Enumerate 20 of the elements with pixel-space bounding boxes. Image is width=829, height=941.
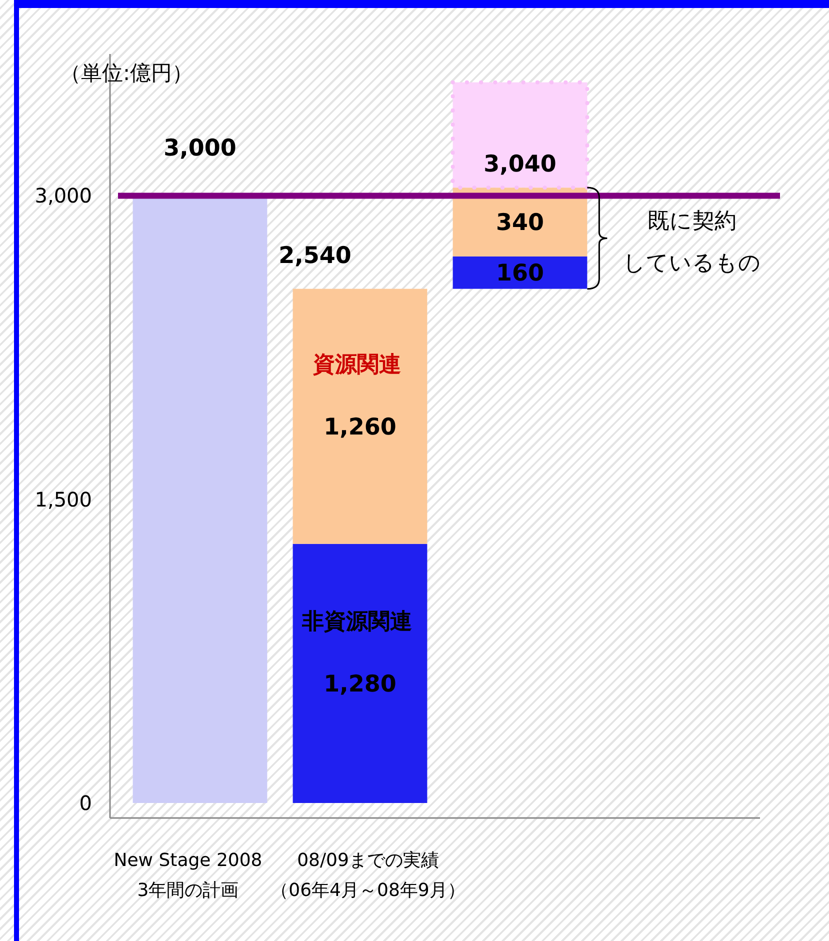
- annotation: 3,040: [484, 152, 556, 178]
- bar: [292, 288, 428, 544]
- data-label: 160: [496, 260, 544, 287]
- x-tick-label: 08/09までの実績（06年4月～08年9月）: [270, 850, 466, 901]
- bar: [292, 544, 428, 803]
- data-label: 3,000: [164, 136, 236, 162]
- bar: [452, 256, 588, 289]
- series-label: 非資源関連: [301, 609, 412, 634]
- y-tick-label: 1,500: [34, 487, 92, 512]
- annotation: （単位:億円）: [60, 61, 194, 85]
- total-label: 2,540: [278, 242, 352, 269]
- annotation: しているもの: [623, 251, 762, 276]
- series-label: 資源関連: [312, 352, 401, 378]
- y-tick-label: 0: [79, 791, 92, 815]
- x-tick-label: New Stage 2008 3年間の計画: [114, 850, 262, 901]
- data-label: 1,280: [324, 671, 396, 698]
- y-tick-label: 3,000: [34, 184, 92, 208]
- data-label: 1,260: [324, 414, 396, 440]
- annotation: 既に契約: [648, 209, 737, 234]
- data-label: 340: [496, 210, 544, 236]
